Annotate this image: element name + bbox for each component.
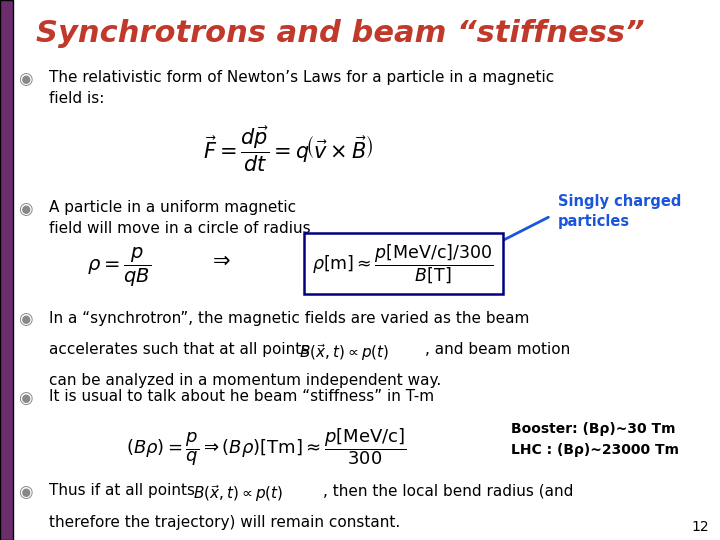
Text: ◉: ◉ (18, 310, 32, 328)
Text: Booster: (Bρ)~30 Tm
LHC : (Bρ)~23000 Tm: Booster: (Bρ)~30 Tm LHC : (Bρ)~23000 Tm (511, 422, 679, 457)
Text: $\rho = \dfrac{p}{qB}$: $\rho = \dfrac{p}{qB}$ (87, 246, 150, 289)
Text: , then the local bend radius (and: , then the local bend radius (and (323, 483, 573, 498)
Text: Synchrotrons and beam “stiffness”: Synchrotrons and beam “stiffness” (36, 19, 644, 48)
Text: The relativistic form of Newton’s Laws for a particle in a magnetic
field is:: The relativistic form of Newton’s Laws f… (49, 70, 554, 106)
Text: , and beam motion: , and beam motion (425, 342, 570, 357)
Text: $\vec{F} = \dfrac{d\vec{p}}{dt} = q\!\left(\vec{v}\times\vec{B}\right)$: $\vec{F} = \dfrac{d\vec{p}}{dt} = q\!\le… (203, 124, 373, 173)
FancyBboxPatch shape (0, 0, 13, 540)
Text: ◉: ◉ (18, 389, 32, 407)
Text: A particle in a uniform magnetic
field will move in a circle of radius: A particle in a uniform magnetic field w… (49, 200, 310, 236)
Text: ◉: ◉ (18, 483, 32, 501)
Text: therefore the trajectory) will remain constant.: therefore the trajectory) will remain co… (49, 515, 400, 530)
Text: Thus if at all points: Thus if at all points (49, 483, 200, 498)
Text: 12: 12 (692, 519, 709, 534)
Text: $\rho[\mathrm{m}] \approx \dfrac{p[\mathrm{MeV/c}]/300}{B[\mathrm{T}]}$: $\rho[\mathrm{m}] \approx \dfrac{p[\math… (312, 242, 494, 285)
Text: $B(\vec{x},t)\propto p(t)$: $B(\vec{x},t)\propto p(t)$ (299, 342, 389, 363)
Text: $(B\rho) = \dfrac{p}{q} \Rightarrow (B\rho)[\mathrm{Tm}] \approx \dfrac{p[\mathr: $(B\rho) = \dfrac{p}{q} \Rightarrow (B\r… (126, 427, 407, 468)
Text: ◉: ◉ (18, 200, 32, 218)
Text: Singly charged
particles: Singly charged particles (558, 194, 681, 229)
Text: ◉: ◉ (18, 70, 32, 88)
Text: accelerates such that at all points: accelerates such that at all points (49, 342, 314, 357)
Text: $\Rightarrow$: $\Rightarrow$ (208, 250, 231, 270)
Text: can be analyzed in a momentum independent way.: can be analyzed in a momentum independen… (49, 373, 441, 388)
Text: It is usual to talk about he beam “stiffness” in T-m: It is usual to talk about he beam “stiff… (49, 389, 434, 404)
Text: $B(\vec{x},t)\propto p(t)$: $B(\vec{x},t)\propto p(t)$ (193, 483, 283, 504)
Text: In a “synchrotron”, the magnetic fields are varied as the beam: In a “synchrotron”, the magnetic fields … (49, 310, 529, 326)
